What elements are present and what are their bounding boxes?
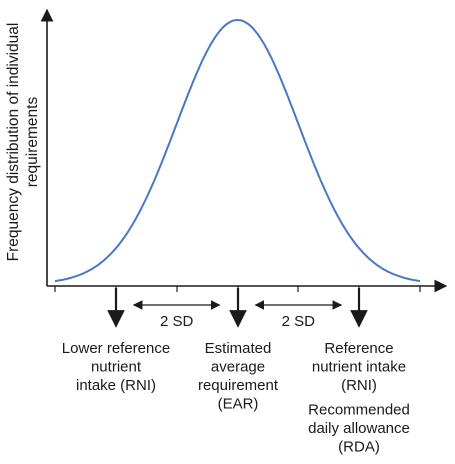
marker-label-line: (RNI) (341, 377, 377, 394)
distribution-curve (54, 18, 421, 283)
marker-label-line: intake (RNI) (76, 377, 156, 394)
sd-interval-label: 2 SD (282, 313, 316, 330)
marker-label-line: (EAR) (218, 396, 259, 413)
marker-extra-label-line: Recommended (308, 402, 410, 419)
y-axis-label-line: Frequency distribution of individual (5, 23, 22, 262)
marker-label-line: requirement (198, 377, 279, 394)
marker-label-line: Lower reference (62, 340, 170, 357)
marker-label-line: nutrient (91, 359, 142, 376)
marker-label-line: nutrient intake (312, 359, 406, 376)
marker-extra-label: Recommended daily allowance (RDA) (308, 402, 410, 456)
y-axis-label: Frequency distribution of individual requ… (5, 23, 41, 262)
y-axis-label-line: requirements (24, 97, 41, 188)
sd-interval-label: 2 SD (160, 313, 194, 330)
marker-label: Reference nutrient intake (RNI) (312, 340, 406, 394)
marker-label: Estimated average requirement (EAR) (198, 340, 279, 413)
marker-label-line: average (211, 359, 265, 376)
marker-label-line: Reference (324, 340, 393, 357)
marker-label: Lower reference nutrient intake (RNI) (62, 340, 170, 394)
marker-label-line: Estimated (205, 340, 272, 357)
marker-extra-label-line: (RDA) (338, 439, 380, 456)
marker-extra-label-line: daily allowance (308, 420, 410, 437)
